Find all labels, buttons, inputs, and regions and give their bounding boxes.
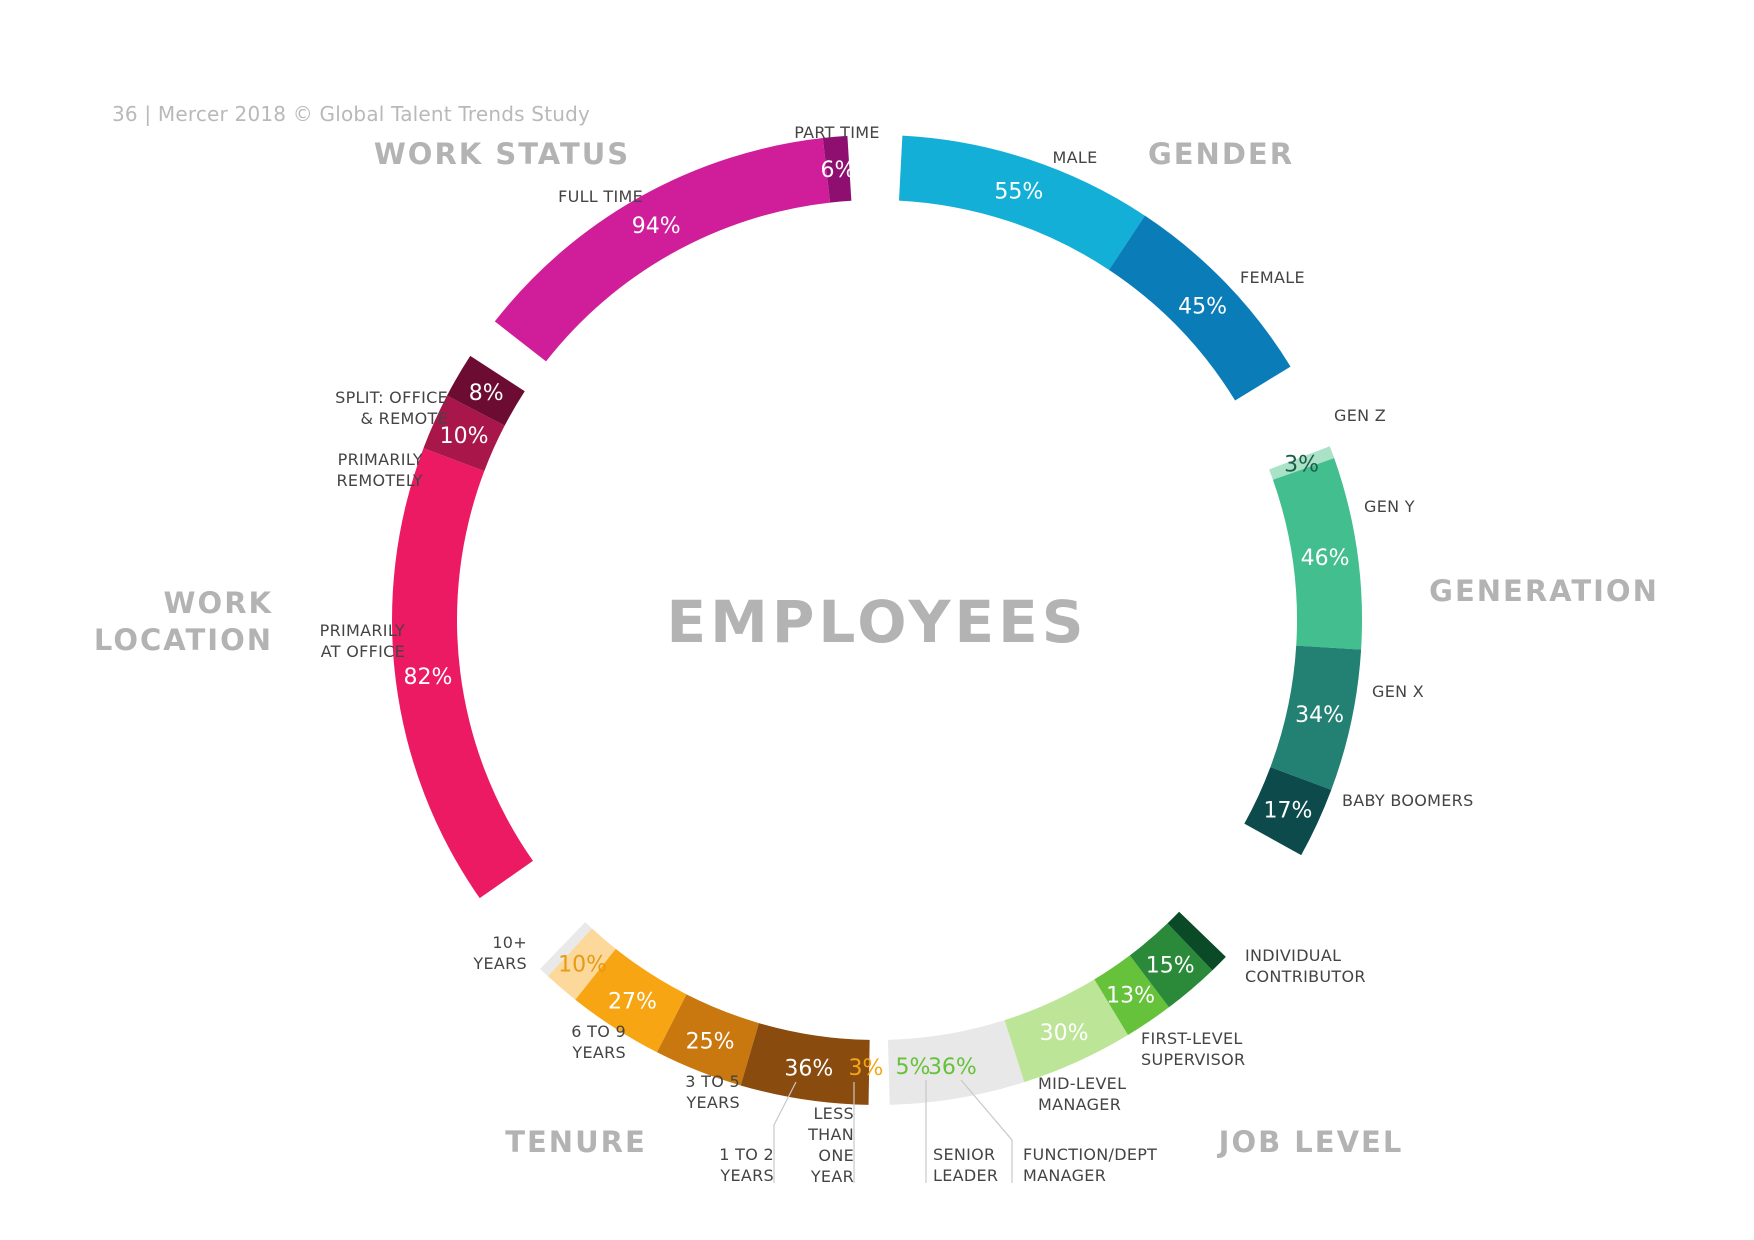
- arc-split-office-remote: [447, 355, 525, 426]
- pct-female: 45%: [1178, 295, 1227, 320]
- arc-first-level-supervisor: [1004, 979, 1129, 1083]
- pct-male: 55%: [994, 179, 1043, 204]
- arc-gen-z: [1269, 446, 1335, 480]
- label-primarily-remotely: PRIMARILY REMOTELY: [337, 450, 423, 490]
- label-male: MALE: [1053, 148, 1098, 167]
- pct-gen-z: 3%: [1284, 452, 1319, 477]
- leader-lines: [773, 1079, 1013, 1183]
- title-work-status: WORK STATUS: [374, 137, 630, 171]
- label-primarily-at-office: PRIMARILY AT OFFICE: [320, 621, 405, 661]
- label-full-time: FULL TIME: [558, 187, 643, 206]
- arc-baby-boomers: [1244, 767, 1332, 856]
- arc-full-time: [494, 138, 831, 362]
- pct-three-to-five-years: 27%: [608, 990, 657, 1015]
- pct-split-office-remote: 8%: [469, 381, 504, 406]
- pct-six-to-nine-years: 25%: [686, 1030, 735, 1055]
- pct-full-time: 94%: [632, 214, 681, 239]
- arc-less-than-one-year: [540, 922, 593, 977]
- title-work-location: WORK LOCATION: [94, 586, 273, 657]
- arc-individual-contributor: [887, 1020, 1025, 1105]
- title-tenure: TENURE: [505, 1125, 647, 1159]
- percent-labels: 55%45%3%46%34%17%36%30%13%15%5%3%10%27%2…: [404, 158, 1350, 1081]
- pct-ten-plus-years: 36%: [784, 1056, 833, 1081]
- label-gen-z: GEN Z: [1334, 406, 1386, 425]
- leader-one-to-two-years: [773, 1081, 797, 1183]
- label-mid-level-manager: MID-LEVEL MANAGER: [1038, 1074, 1126, 1114]
- pct-primarily-at-office: 82%: [404, 665, 453, 690]
- arc-senior-leader: [1167, 911, 1226, 971]
- label-part-time: PART TIME: [794, 123, 880, 142]
- pct-gen-y: 46%: [1301, 546, 1350, 571]
- group-titles: GENDER GENERATION JOB LEVEL TENURE WORK LOCAT…: [94, 137, 1659, 1159]
- arc-female: [1108, 215, 1291, 401]
- arc-primarily-remotely: [423, 395, 505, 472]
- arc-six-to-nine-years: [657, 994, 759, 1086]
- arc-primarily-at-office: [392, 448, 533, 899]
- label-three-to-five-years: 3 TO 5 YEARS: [685, 1072, 740, 1112]
- label-female: FEMALE: [1240, 268, 1305, 287]
- label-individual-contributor: INDIVIDUAL CONTRIBUTOR: [1245, 946, 1366, 986]
- label-six-to-nine-years: 6 TO 9 YEARS: [571, 1022, 626, 1062]
- arc-function-dept-manager: [1129, 923, 1213, 1008]
- arc-three-to-five-years: [575, 948, 687, 1053]
- pct-individual-contributor: 36%: [928, 1055, 977, 1080]
- title-job-level: JOB LEVEL: [1217, 1125, 1404, 1159]
- segment-labels: MALE FEMALE GEN Z GEN Y GEN X BABY BOOMERS IND…: [320, 123, 1474, 1186]
- label-ten-plus-years: 10+ YEARS: [472, 933, 527, 973]
- label-less-than-one-year: LESS THAN ONE YEAR: [807, 1104, 854, 1186]
- pct-one-to-two-years: 10%: [558, 953, 607, 978]
- label-function-dept-manager: FUNCTION/DEPT MANAGER: [1023, 1145, 1157, 1185]
- arc-one-to-two-years: [547, 928, 616, 1000]
- pct-senior-leader: 5%: [896, 1055, 931, 1080]
- arc-gen-x: [1270, 645, 1362, 790]
- page-header: 36 | Mercer 2018 © Global Talent Trends …: [112, 102, 591, 126]
- arc-gen-y: [1272, 458, 1362, 650]
- label-gen-x: GEN X: [1372, 682, 1424, 701]
- pct-primarily-remotely: 10%: [440, 424, 489, 449]
- title-generation: GENERATION: [1429, 574, 1659, 608]
- label-one-to-two-years: 1 TO 2 YEARS: [719, 1145, 774, 1185]
- pct-part-time: 6%: [820, 158, 855, 183]
- label-first-level-supervisor: FIRST-LEVEL SUPERVISOR: [1141, 1029, 1245, 1069]
- arc-male: [898, 135, 1145, 270]
- pct-less-than-one-year: 3%: [849, 1056, 884, 1081]
- arc-part-time: [822, 135, 852, 203]
- title-gender: GENDER: [1148, 137, 1294, 171]
- pct-mid-level-manager: 13%: [1106, 984, 1155, 1009]
- pct-gen-x: 34%: [1295, 703, 1344, 728]
- arc-mid-level-manager: [1094, 955, 1169, 1035]
- leader-function-dept-manager: [960, 1079, 1013, 1183]
- label-gen-y: GEN Y: [1364, 497, 1415, 516]
- label-split-office-remote: SPLIT: OFFICE & REMOTE: [335, 388, 448, 428]
- pct-baby-boomers: 17%: [1263, 798, 1312, 823]
- pct-first-level-supervisor: 30%: [1040, 1021, 1089, 1046]
- ring-segments: [392, 135, 1362, 1105]
- chart-title: EMPLOYEES: [667, 588, 1088, 656]
- label-senior-leader: SENIOR LEADER: [933, 1145, 998, 1185]
- pct-function-dept-manager: 15%: [1146, 954, 1195, 979]
- arc-ten-plus-years: [740, 1023, 870, 1105]
- label-baby-boomers: BABY BOOMERS: [1342, 791, 1474, 810]
